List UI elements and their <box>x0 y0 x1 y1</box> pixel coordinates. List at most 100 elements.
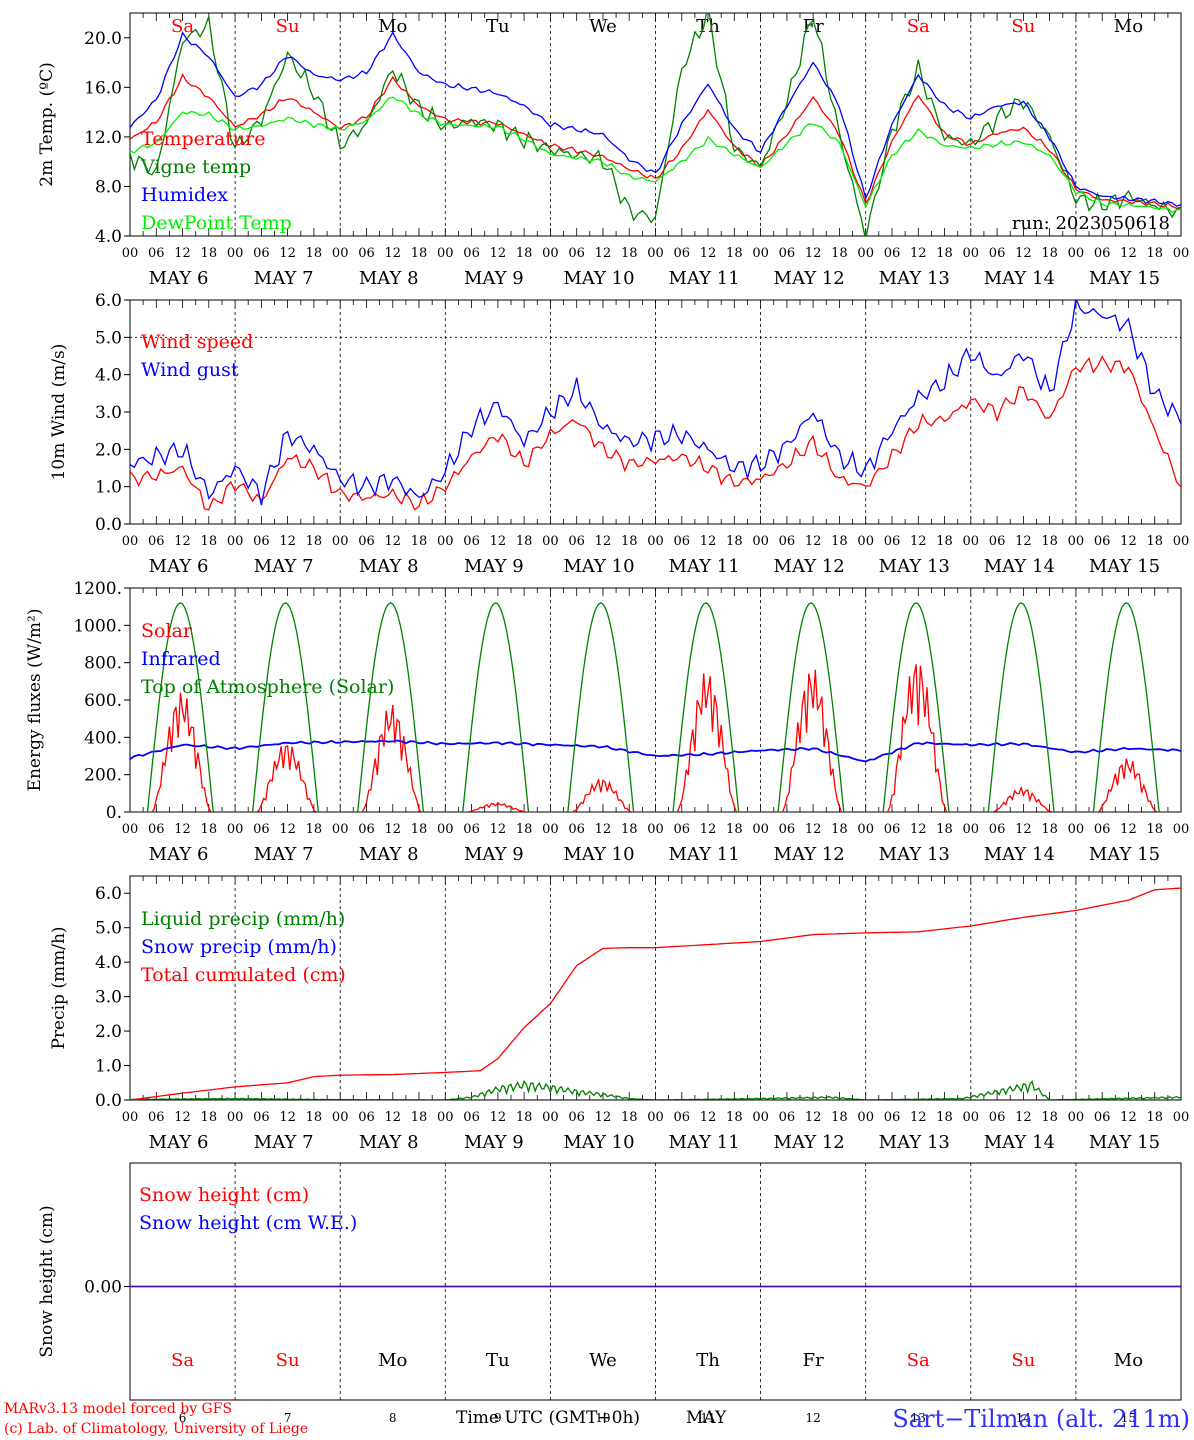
hour-label: 18 <box>621 1110 638 1125</box>
hour-label: 00 <box>542 822 559 837</box>
hour-label: 12 <box>1015 534 1032 549</box>
date-label: MAY 15 <box>1089 844 1160 865</box>
y-axis-label: Snow height (cm) <box>37 1205 57 1357</box>
hour-label: 18 <box>936 1110 953 1125</box>
hour-label: 00 <box>122 822 139 837</box>
hour-label: 06 <box>463 534 480 549</box>
hour-label: 12 <box>700 534 717 549</box>
y-tick-label: 800. <box>84 654 122 674</box>
hour-label: 06 <box>779 1110 796 1125</box>
chart-panel-4: 0.0 1.0 2.0 3.0 4.0 5.0 6.0 Precip (mm/h) 00 06 12… <box>49 875 1189 1153</box>
chart-panel-2: 0.0 1.0 2.0 3.0 4.0 5.0 6.0 10m Wind (m/s) 00 06 1… <box>49 291 1189 577</box>
hour-label: 18 <box>831 246 848 261</box>
hour-label: 12 <box>490 822 507 837</box>
hour-label: 18 <box>621 246 638 261</box>
hour-label: 06 <box>1094 246 1111 261</box>
date-label: MAY 10 <box>563 556 634 577</box>
hour-label: 18 <box>1146 1110 1163 1125</box>
hour-label: 12 <box>805 246 822 261</box>
hour-label: 18 <box>726 1110 743 1125</box>
date-label: MAY 7 <box>254 844 314 865</box>
hour-label: 18 <box>306 534 323 549</box>
hour-label: 00 <box>963 534 980 549</box>
y-tick-label: 0.0 <box>95 1091 122 1111</box>
y-tick-label: 200. <box>84 766 122 786</box>
hour-label: 06 <box>253 246 270 261</box>
hour-label: 00 <box>1068 1110 1085 1125</box>
hour-label: 00 <box>647 534 664 549</box>
y-tick-label: 1200. <box>73 579 122 599</box>
date-label: MAY 11 <box>668 556 739 577</box>
date-label: MAY 12 <box>774 844 845 865</box>
date-label: MAY 10 <box>563 1132 634 1153</box>
day-number-label: 8 <box>389 1411 397 1425</box>
hour-label: 00 <box>857 534 874 549</box>
hour-label: 00 <box>437 534 454 549</box>
weekday-label: Sa <box>907 1350 930 1371</box>
hour-label: 06 <box>779 246 796 261</box>
weekday-label: Sa <box>171 16 194 37</box>
y-tick-label: 2.0 <box>95 440 122 460</box>
run-annotation: run: 2023050618 <box>1012 213 1170 234</box>
y-tick-label: 400. <box>84 728 122 748</box>
hour-label: 06 <box>253 822 270 837</box>
hour-label: 06 <box>568 822 585 837</box>
day-number-label: 7 <box>284 1411 292 1425</box>
date-label: MAY 11 <box>668 268 739 289</box>
series-line-2 <box>130 13 1181 236</box>
hour-label: 18 <box>1146 822 1163 837</box>
hour-label: 12 <box>384 246 401 261</box>
date-label: MAY 8 <box>359 268 419 289</box>
hour-label: 06 <box>674 1110 691 1125</box>
weekday-label: Su <box>1011 16 1035 37</box>
date-label: MAY 13 <box>879 1132 950 1153</box>
hour-label: 12 <box>384 1110 401 1125</box>
hour-label: 12 <box>1015 246 1032 261</box>
hour-label: 00 <box>752 1110 769 1125</box>
chart-panel-1: 4.0 8.0 12.0 16.0 20.0 2m Temp. (ºC) Sa Su Mo Tu W… <box>37 12 1189 289</box>
hour-label: 06 <box>253 1110 270 1125</box>
series-group <box>130 13 1181 236</box>
legend-entry: Wind gust <box>141 359 239 381</box>
hour-label: 06 <box>884 534 901 549</box>
hour-label: 12 <box>805 822 822 837</box>
hour-label: 18 <box>516 246 533 261</box>
hour-label: 06 <box>989 246 1006 261</box>
y-tick-label: 4.0 <box>95 366 122 386</box>
series-line-1 <box>130 664 1181 812</box>
y-tick-label: 5.0 <box>95 919 122 939</box>
y-tick-label: 12.0 <box>84 128 122 148</box>
hour-label: 06 <box>568 1110 585 1125</box>
hour-label: 00 <box>122 246 139 261</box>
hour-label: 12 <box>595 246 612 261</box>
series-group <box>130 602 1181 812</box>
hour-label: 00 <box>1068 822 1085 837</box>
hour-label: 06 <box>358 534 375 549</box>
date-label: MAY 9 <box>464 268 524 289</box>
hour-label: 06 <box>884 822 901 837</box>
hour-label: 06 <box>884 246 901 261</box>
series-line-4 <box>130 96 1181 214</box>
hour-label: 12 <box>1120 246 1137 261</box>
hour-label: 18 <box>516 822 533 837</box>
hour-label: 12 <box>595 822 612 837</box>
hour-label: 06 <box>568 534 585 549</box>
legend-entry: Solar <box>141 620 193 642</box>
x-axis-title: Time UTC (GMT+0h) <box>456 1408 640 1428</box>
weekday-label: Fr <box>803 16 824 37</box>
hour-label: 06 <box>148 534 165 549</box>
hour-label: 06 <box>358 246 375 261</box>
hour-label: 12 <box>805 534 822 549</box>
date-label: MAY 14 <box>984 556 1055 577</box>
hour-label: 00 <box>857 822 874 837</box>
date-label: MAY 12 <box>774 268 845 289</box>
hour-label: 18 <box>411 1110 428 1125</box>
hour-label: 18 <box>831 822 848 837</box>
weekday-label: Sa <box>171 1350 194 1371</box>
weekday-label: Tu <box>486 16 510 37</box>
hour-label: 06 <box>884 1110 901 1125</box>
date-label: MAY 8 <box>359 1132 419 1153</box>
hour-label: 00 <box>332 1110 349 1125</box>
hour-label: 12 <box>700 822 717 837</box>
hour-label: 06 <box>989 822 1006 837</box>
